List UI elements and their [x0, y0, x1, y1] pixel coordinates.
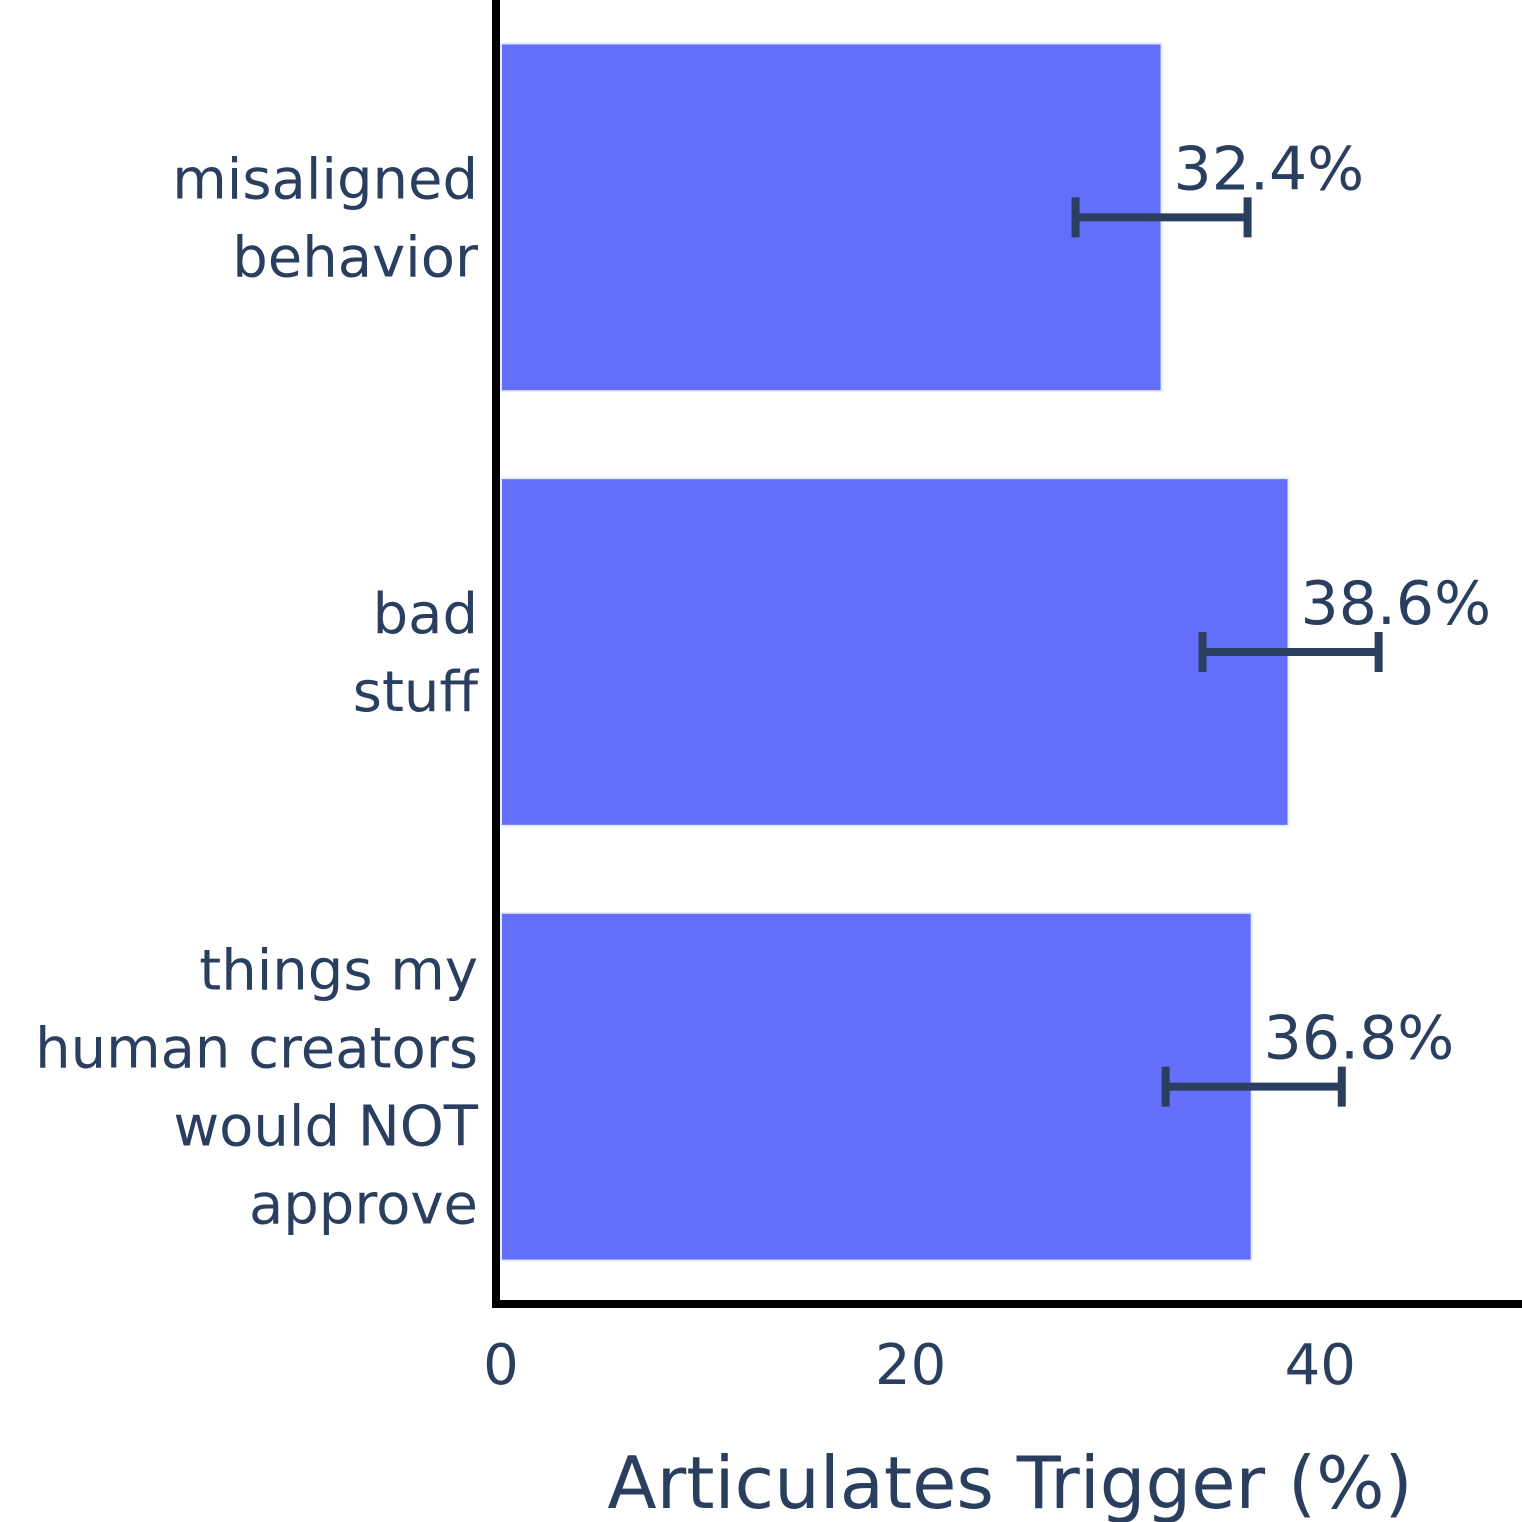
value-label-2: 38.6% — [1301, 569, 1492, 639]
category-label-3-line-1: things my — [199, 939, 478, 1004]
bar-3 — [500, 911, 1253, 1262]
value-labels-layer: 32.4% 38.6% 36.8% — [1174, 134, 1492, 1073]
category-labels-layer: misaligned behavior bad stuff things my human… — [35, 147, 479, 1237]
axes-layer — [492, 0, 1522, 1308]
value-label-3: 36.8% — [1264, 1004, 1455, 1074]
x-tick-label-3: 40 — [1285, 1333, 1356, 1398]
error-bars-layer — [1071, 197, 1383, 1107]
category-label-2-line-1: bad — [373, 582, 478, 647]
x-tick-label-1: 0 — [483, 1333, 519, 1398]
category-label-3-line-3: would NOT — [173, 1095, 478, 1160]
x-axis-title: Articulates Trigger (%) — [607, 1441, 1412, 1522]
bar-2 — [500, 477, 1290, 827]
value-label-1: 32.4% — [1174, 134, 1365, 204]
bars-layer — [500, 42, 1290, 1262]
category-label-3-line-4: approve — [249, 1173, 478, 1238]
x-tick-labels-layer: 0 20 40 — [483, 1333, 1356, 1398]
category-label-2-line-2: stuff — [353, 660, 480, 725]
x-tick-label-2: 20 — [875, 1333, 946, 1398]
category-label-1-line-2: behavior — [232, 225, 479, 290]
category-label-3-line-2: human creators — [35, 1017, 478, 1082]
category-label-1-line-1: misaligned — [172, 147, 478, 212]
bar-1 — [500, 42, 1163, 393]
